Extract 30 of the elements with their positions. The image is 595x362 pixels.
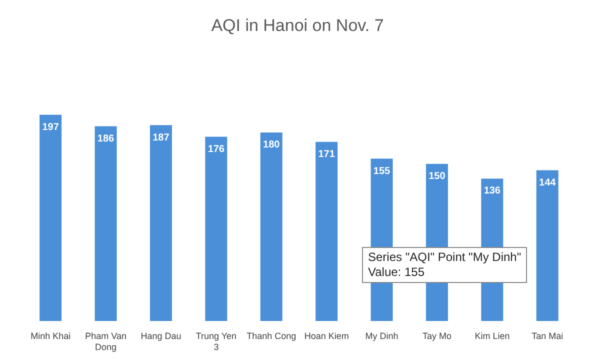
x-tick-label: Tay Mo (422, 331, 452, 341)
x-tick-label: Kim Lien (474, 331, 510, 341)
data-label: 150 (428, 171, 446, 182)
annotation: Series "AQI" Point "My Dinh" (368, 250, 522, 265)
x-tick-label: Tan Mai (532, 331, 564, 341)
data-label: 186 (97, 133, 115, 144)
x-tick-label: Thanh Cong (246, 331, 296, 341)
bar (94, 126, 117, 321)
data-label: 144 (539, 177, 556, 188)
bar (205, 136, 228, 321)
data-label: 136 (484, 186, 501, 197)
x-tick-label: Hoan Kiem (304, 331, 349, 341)
data-label: 176 (208, 144, 225, 155)
bar (260, 132, 282, 321)
data-label: 180 (263, 140, 280, 151)
x-tick-label: Hang Dau (140, 331, 182, 341)
data-label: 197 (42, 122, 60, 133)
data-label: 171 (318, 149, 336, 160)
x-tick-label: My Dinh (365, 331, 398, 341)
bar (40, 114, 62, 321)
x-tick-label: Pham Van Dong (85, 331, 126, 352)
chart-title: AQI in Hanoi on Nov. 7 (210, 16, 385, 36)
bar (536, 170, 558, 321)
x-tick-label: Minh Khai (30, 331, 71, 341)
x-tick-label: Trung Yen 3 (196, 331, 237, 352)
annotation: Value: 155 (368, 265, 426, 280)
data-label: 187 (152, 132, 170, 144)
bar (150, 125, 172, 321)
bar (316, 142, 338, 321)
data-label: 155 (373, 166, 391, 177)
